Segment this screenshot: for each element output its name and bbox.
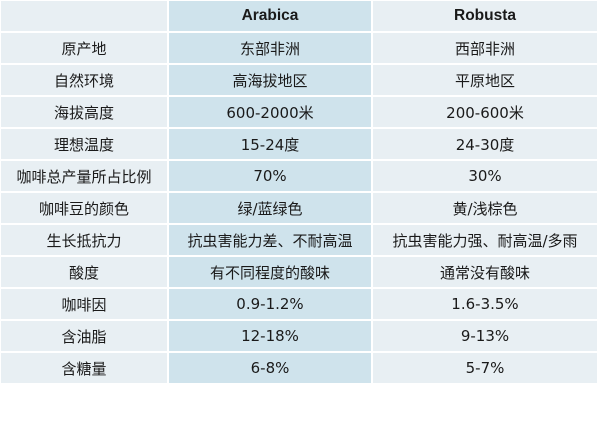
row-label: 咖啡豆的颜色 bbox=[1, 193, 167, 225]
table-row: 自然环境 高海拔地区 平原地区 bbox=[1, 65, 597, 97]
header-cell-robusta: Robusta bbox=[373, 1, 597, 33]
arabica-cell: 高海拔地区 bbox=[167, 65, 373, 97]
table-row: 原产地 东部非洲 西部非洲 bbox=[1, 33, 597, 65]
table-row: 咖啡因 0.9-1.2% 1.6-3.5% bbox=[1, 289, 597, 321]
header-cell-blank bbox=[1, 1, 167, 33]
robusta-cell: 1.6-3.5% bbox=[373, 289, 597, 321]
table-row: 酸度 有不同程度的酸味 通常没有酸味 bbox=[1, 257, 597, 289]
comparison-table: Arabica Robusta 原产地 东部非洲 西部非洲 自然环境 高海拔地区… bbox=[1, 1, 597, 383]
arabica-cell: 6-8% bbox=[167, 353, 373, 383]
row-label: 海拔高度 bbox=[1, 97, 167, 129]
row-label: 理想温度 bbox=[1, 129, 167, 161]
row-label: 原产地 bbox=[1, 33, 167, 65]
robusta-cell: 5-7% bbox=[373, 353, 597, 383]
row-label: 生长抵抗力 bbox=[1, 225, 167, 257]
row-label: 自然环境 bbox=[1, 65, 167, 97]
row-label: 咖啡因 bbox=[1, 289, 167, 321]
robusta-cell: 黄/浅棕色 bbox=[373, 193, 597, 225]
table-row: 生长抵抗力 抗虫害能力差、不耐高温 抗虫害能力强、耐高温/多雨 bbox=[1, 225, 597, 257]
table-row: 咖啡总产量所占比例 70% 30% bbox=[1, 161, 597, 193]
arabica-cell: 600-2000米 bbox=[167, 97, 373, 129]
arabica-cell: 12-18% bbox=[167, 321, 373, 353]
robusta-cell: 9-13% bbox=[373, 321, 597, 353]
robusta-cell: 通常没有酸味 bbox=[373, 257, 597, 289]
row-label: 含糖量 bbox=[1, 353, 167, 383]
robusta-cell: 平原地区 bbox=[373, 65, 597, 97]
table-row: 理想温度 15-24度 24-30度 bbox=[1, 129, 597, 161]
header-cell-arabica: Arabica bbox=[167, 1, 373, 33]
arabica-cell: 东部非洲 bbox=[167, 33, 373, 65]
table-row: 海拔高度 600-2000米 200-600米 bbox=[1, 97, 597, 129]
arabica-cell: 0.9-1.2% bbox=[167, 289, 373, 321]
row-label: 酸度 bbox=[1, 257, 167, 289]
arabica-cell: 抗虫害能力差、不耐高温 bbox=[167, 225, 373, 257]
header-row: Arabica Robusta bbox=[1, 1, 597, 33]
table-row: 含油脂 12-18% 9-13% bbox=[1, 321, 597, 353]
robusta-cell: 30% bbox=[373, 161, 597, 193]
table-row: 含糖量 6-8% 5-7% bbox=[1, 353, 597, 383]
robusta-cell: 24-30度 bbox=[373, 129, 597, 161]
robusta-cell: 200-600米 bbox=[373, 97, 597, 129]
robusta-cell: 抗虫害能力强、耐高温/多雨 bbox=[373, 225, 597, 257]
table-row: 咖啡豆的颜色 绿/蓝绿色 黄/浅棕色 bbox=[1, 193, 597, 225]
arabica-cell: 有不同程度的酸味 bbox=[167, 257, 373, 289]
robusta-cell: 西部非洲 bbox=[373, 33, 597, 65]
row-label: 咖啡总产量所占比例 bbox=[1, 161, 167, 193]
arabica-cell: 15-24度 bbox=[167, 129, 373, 161]
arabica-cell: 70% bbox=[167, 161, 373, 193]
row-label: 含油脂 bbox=[1, 321, 167, 353]
arabica-cell: 绿/蓝绿色 bbox=[167, 193, 373, 225]
